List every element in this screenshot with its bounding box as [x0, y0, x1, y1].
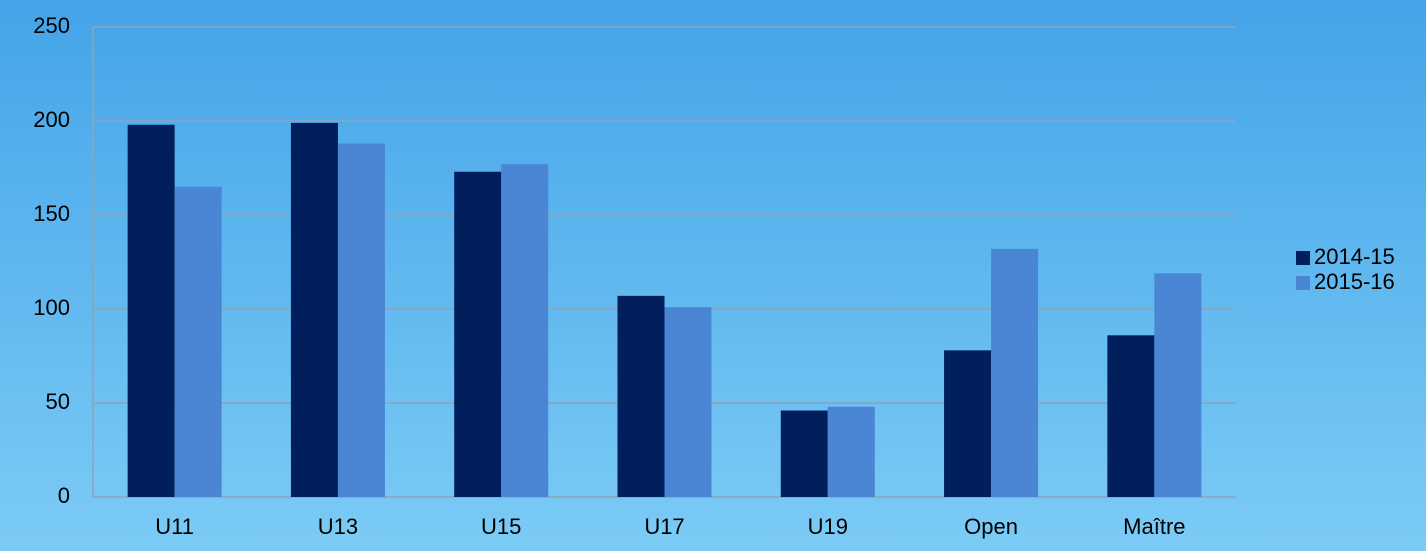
legend-label: 2014-15 — [1314, 244, 1395, 269]
x-tick-label: U11 — [155, 514, 194, 539]
y-tick-label: 50 — [46, 389, 70, 414]
legend-label: 2015-16 — [1314, 269, 1395, 294]
bar — [827, 406, 875, 497]
bar — [501, 164, 549, 498]
bar — [1154, 273, 1202, 497]
x-tick-label: Maître — [1123, 514, 1185, 539]
x-tick-label: U19 — [808, 514, 848, 539]
y-tick-label: 150 — [33, 201, 70, 226]
x-tick-label: Open — [964, 514, 1018, 539]
bar — [617, 295, 665, 497]
bar — [337, 143, 385, 497]
bar — [664, 307, 712, 497]
x-tick-label: U15 — [481, 514, 521, 539]
legend-swatch — [1296, 251, 1310, 265]
bar — [174, 186, 222, 498]
y-tick-label: 100 — [33, 295, 70, 320]
bar — [944, 350, 992, 497]
bar — [454, 171, 502, 497]
y-tick-label: 0 — [58, 483, 70, 508]
legend-swatch — [1296, 276, 1310, 290]
bar — [991, 248, 1039, 497]
bar — [780, 410, 828, 497]
x-tick-label: U17 — [644, 514, 684, 539]
y-tick-label: 200 — [33, 107, 70, 132]
x-tick-label: U13 — [318, 514, 358, 539]
bar — [290, 122, 338, 497]
bar — [127, 124, 175, 497]
y-tick-label: 250 — [33, 13, 70, 38]
bar — [1107, 335, 1155, 497]
